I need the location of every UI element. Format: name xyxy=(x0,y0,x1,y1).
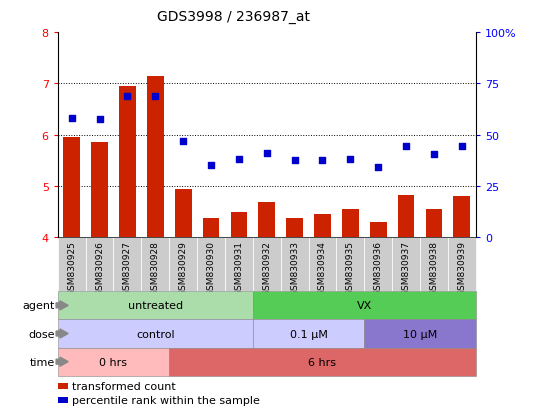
Point xyxy=(290,158,299,164)
Bar xyxy=(119,87,136,238)
Text: GDS3998 / 236987_at: GDS3998 / 236987_at xyxy=(157,10,310,24)
Bar xyxy=(398,196,415,238)
Text: 0 hrs: 0 hrs xyxy=(100,357,128,367)
Text: transformed count: transformed count xyxy=(72,381,175,391)
Text: percentile rank within the sample: percentile rank within the sample xyxy=(72,395,260,405)
Bar xyxy=(202,218,219,238)
Bar xyxy=(370,223,387,238)
Point xyxy=(95,117,104,123)
Bar xyxy=(91,143,108,238)
Bar xyxy=(230,212,248,238)
Point xyxy=(458,143,466,150)
Point xyxy=(374,164,383,171)
Point xyxy=(318,158,327,164)
Text: untreated: untreated xyxy=(128,301,183,311)
Bar xyxy=(258,202,275,238)
Bar xyxy=(63,138,80,238)
Text: 10 μM: 10 μM xyxy=(403,329,437,339)
Text: 6 hrs: 6 hrs xyxy=(309,357,337,367)
Point xyxy=(67,116,76,122)
Bar xyxy=(314,215,331,238)
Text: 0.1 μM: 0.1 μM xyxy=(290,329,327,339)
Point xyxy=(402,143,410,150)
Bar xyxy=(426,210,442,238)
Point xyxy=(346,157,355,164)
Point xyxy=(123,94,132,100)
Point xyxy=(207,162,216,169)
Bar xyxy=(453,197,470,238)
Bar xyxy=(175,189,191,238)
Point xyxy=(262,150,271,157)
Bar xyxy=(147,76,164,238)
Point xyxy=(234,157,243,164)
Text: control: control xyxy=(136,329,174,339)
Text: agent: agent xyxy=(23,301,55,311)
Text: dose: dose xyxy=(29,329,55,339)
Point xyxy=(430,152,438,158)
Point xyxy=(179,139,188,145)
Text: VX: VX xyxy=(356,301,372,311)
Point xyxy=(151,94,160,100)
Bar xyxy=(286,218,303,238)
Bar xyxy=(342,210,359,238)
Text: time: time xyxy=(30,357,55,367)
